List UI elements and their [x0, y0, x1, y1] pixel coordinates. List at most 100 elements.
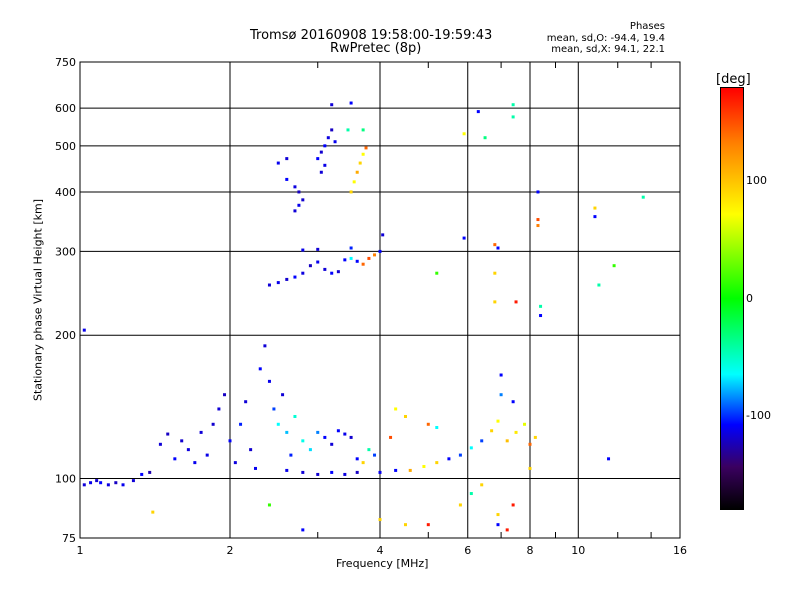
data-point [514, 300, 518, 304]
data-point [493, 300, 497, 304]
data-point [422, 464, 426, 468]
data-point [361, 262, 365, 266]
data-point [458, 503, 462, 507]
data-point [361, 152, 365, 156]
y-tick-label: 750 [55, 56, 76, 69]
x-tick-label: 10 [571, 544, 585, 557]
data-point [533, 435, 537, 439]
x-tick-label: 16 [673, 544, 687, 557]
data-point [499, 393, 503, 397]
data-point [511, 103, 515, 107]
data-point [336, 429, 340, 433]
data-point [285, 430, 289, 434]
data-point [285, 177, 289, 181]
data-point [496, 523, 500, 527]
data-point [316, 247, 320, 251]
data-point [641, 195, 645, 199]
colorbar-tick-label: 100 [746, 174, 767, 187]
data-point [253, 466, 257, 470]
data-point [593, 206, 597, 210]
data-point [408, 468, 412, 472]
data-point [316, 157, 320, 161]
data-point [323, 267, 327, 271]
data-point [536, 224, 540, 228]
data-point [349, 190, 353, 194]
data-point [394, 407, 398, 411]
data-point [361, 128, 365, 132]
data-point [239, 422, 243, 426]
data-point [364, 146, 368, 150]
data-point [389, 435, 393, 439]
data-point [205, 453, 209, 457]
data-point [316, 260, 320, 264]
data-point [308, 264, 312, 268]
data-point [121, 483, 125, 487]
colorbar-unit-label: [deg] [716, 72, 751, 87]
colorbar-tick-label: 0 [746, 291, 753, 305]
data-point [469, 446, 473, 450]
data-point [99, 481, 103, 485]
data-point [293, 414, 297, 418]
data-point [326, 136, 330, 140]
data-point [483, 136, 487, 140]
data-point [82, 483, 86, 487]
x-tick-label: 2 [227, 544, 234, 557]
data-point [82, 328, 86, 332]
data-point [496, 513, 500, 517]
data-point [355, 470, 359, 474]
data-point [151, 510, 155, 514]
data-point [244, 400, 248, 404]
data-point [228, 439, 232, 443]
data-point [293, 209, 297, 213]
data-point [293, 185, 297, 189]
data-point [323, 435, 327, 439]
data-point [173, 457, 177, 461]
data-point [349, 101, 353, 105]
data-point [323, 163, 327, 167]
data-point [289, 453, 293, 457]
data-point [536, 218, 540, 222]
data-point [539, 314, 543, 318]
data-point [536, 190, 540, 194]
data-point [297, 203, 301, 207]
data-point [330, 128, 334, 132]
data-point [523, 422, 527, 426]
data-point [285, 157, 289, 161]
data-point [330, 442, 334, 446]
y-tick-label: 100 [55, 473, 76, 486]
y-tick-label: 400 [55, 186, 76, 199]
data-point [480, 483, 484, 487]
data-point [316, 430, 320, 434]
data-point [435, 461, 439, 465]
data-point [223, 393, 227, 397]
data-point [381, 233, 385, 237]
data-point [343, 432, 347, 436]
data-point [355, 259, 359, 263]
data-point [158, 442, 162, 446]
data-point [267, 379, 271, 383]
data-point [114, 481, 118, 485]
data-point [349, 246, 353, 250]
data-point [249, 448, 253, 452]
data-point [333, 140, 337, 144]
x-tick-label: 4 [377, 544, 384, 557]
data-point [528, 442, 532, 446]
data-point [276, 281, 280, 285]
data-point [131, 479, 135, 483]
data-point [316, 472, 320, 476]
data-point [378, 470, 382, 474]
data-point [426, 523, 430, 527]
data-point [343, 258, 347, 262]
data-point [394, 468, 398, 472]
data-point [403, 414, 407, 418]
data-point [319, 170, 323, 174]
data-point [330, 103, 334, 107]
data-point [607, 457, 611, 461]
data-point [528, 466, 532, 470]
data-point [499, 373, 503, 377]
data-point [435, 425, 439, 429]
data-point [352, 180, 356, 184]
data-point [276, 161, 280, 165]
data-point [301, 198, 305, 202]
